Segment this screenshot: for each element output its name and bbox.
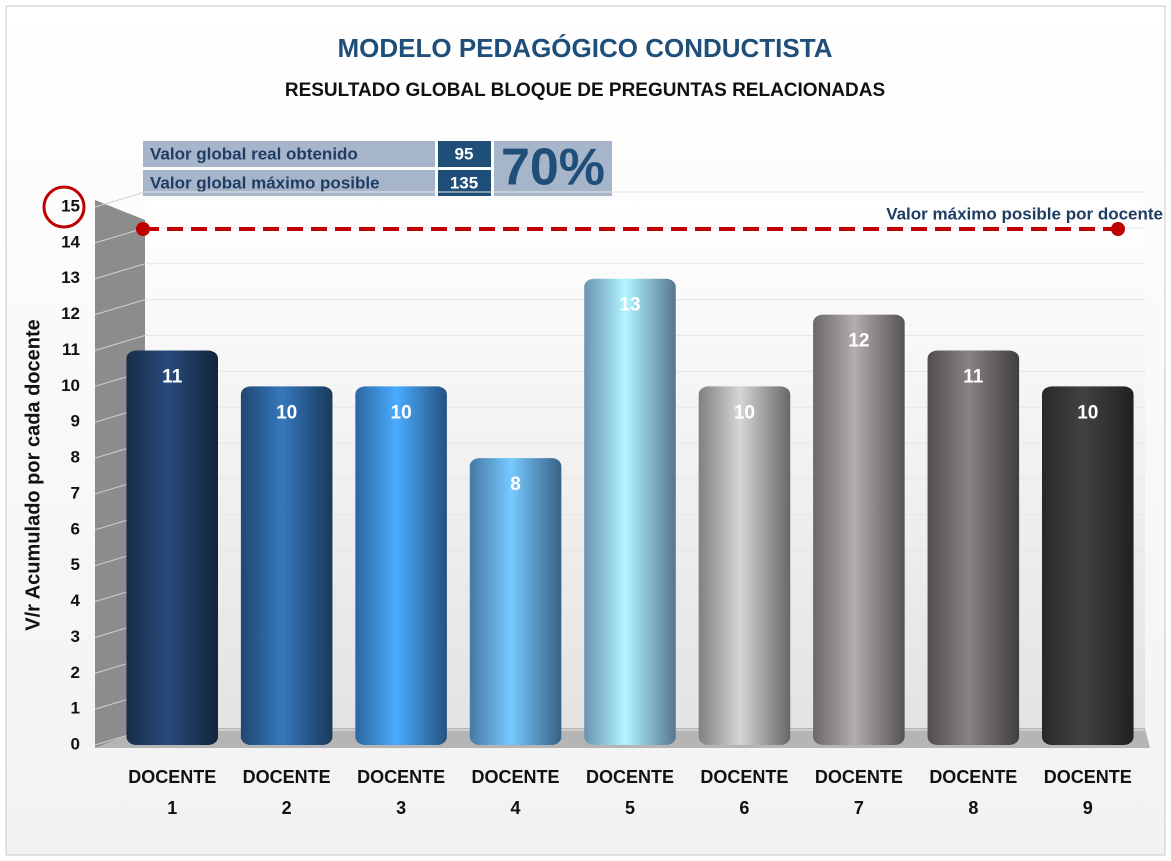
y-tick-label: 11 — [62, 340, 80, 359]
reference-dot — [136, 222, 150, 236]
reference-dot — [1111, 222, 1125, 236]
tick-mark — [94, 191, 146, 208]
bar — [355, 386, 447, 745]
chart-subtitle: RESULTADO GLOBAL BLOQUE DE PREGUNTAS REL… — [285, 80, 885, 101]
bar — [927, 350, 1020, 745]
data-label: 13 — [619, 295, 640, 316]
y-tick-label: 3 — [71, 627, 80, 646]
y-tick-label: 10 — [61, 376, 80, 395]
y-tick-label: 1 — [71, 699, 80, 718]
data-label: 8 — [510, 474, 521, 495]
data-label: 10 — [734, 402, 755, 423]
x-tick-label: DOCENTE 9 — [1044, 767, 1132, 818]
x-tick-label: DOCENTE 5 — [586, 767, 674, 818]
y-tick-label: 4 — [71, 591, 81, 610]
y-tick-label: 9 — [71, 412, 80, 431]
x-tick-label: DOCENTE 6 — [700, 767, 788, 818]
x-tick-label: DOCENTE 1 — [128, 767, 216, 818]
chart-title: MODELO PEDAGÓGICO CONDUCTISTA — [338, 33, 833, 63]
data-label: 12 — [848, 331, 869, 352]
summary-value-box — [438, 141, 491, 167]
y-tick-label: 5 — [71, 555, 80, 574]
reference-label: Valor máximo posible por docente — [886, 204, 1163, 223]
y-tick-label: 7 — [71, 483, 80, 502]
tick-highlight — [42, 185, 86, 229]
tick-mark — [94, 263, 146, 280]
tick-mark — [94, 299, 146, 316]
summary-label: Valor global real obtenido — [150, 144, 358, 163]
y-tick-label: 8 — [71, 448, 80, 467]
bar — [698, 386, 791, 745]
tick-mark — [94, 334, 146, 351]
summary-label: Valor global máximo posible — [150, 173, 380, 192]
y-axis-label: V/r Acumulado por cada docente — [22, 319, 44, 631]
y-tick-label: 13 — [61, 268, 80, 287]
bar — [126, 350, 218, 745]
y-tick-label: 12 — [61, 304, 80, 323]
summary-value: 95 — [455, 144, 474, 163]
y-tick-label: 14 — [61, 232, 80, 251]
bar — [240, 386, 333, 745]
summary-percent: 70% — [501, 139, 605, 197]
bar — [813, 314, 905, 745]
bar — [469, 458, 562, 745]
y-tick-label: 6 — [71, 519, 80, 538]
data-label: 10 — [1077, 402, 1098, 423]
data-label: 10 — [276, 402, 297, 423]
x-tick-label: DOCENTE 8 — [929, 767, 1017, 818]
x-tick-label: DOCENTE 4 — [472, 767, 560, 818]
data-label: 10 — [391, 402, 412, 423]
y-tick-label: 0 — [71, 734, 80, 753]
summary-percent-box — [494, 141, 612, 196]
bar — [1042, 386, 1134, 745]
bar — [584, 278, 676, 745]
data-label: 11 — [963, 366, 984, 387]
x-tick-label: DOCENTE 2 — [243, 767, 331, 818]
summary-value: 135 — [450, 173, 478, 192]
x-tick-label: DOCENTE 3 — [357, 767, 445, 818]
y-tick-label: 15 — [61, 196, 80, 215]
x-tick-label: DOCENTE 7 — [815, 767, 903, 818]
y-tick-label: 2 — [71, 663, 80, 682]
data-label: 11 — [162, 366, 183, 387]
summary-label-box — [143, 141, 435, 167]
